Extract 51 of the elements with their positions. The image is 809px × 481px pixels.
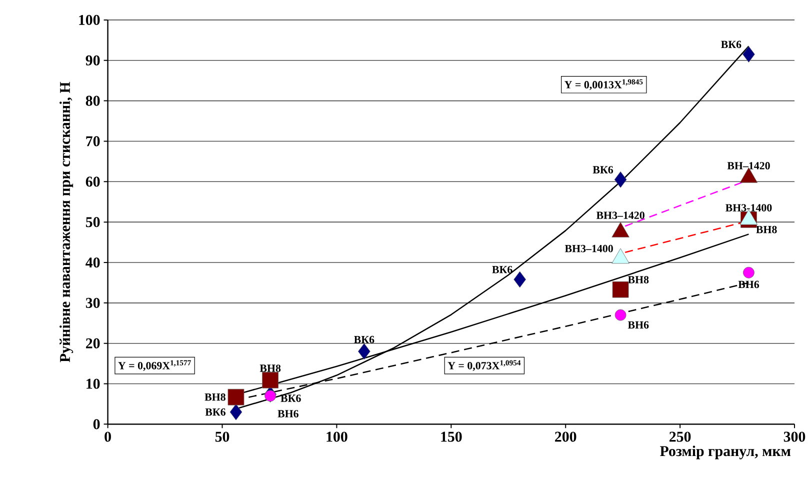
x-tick-label: 50: [215, 432, 230, 442]
y-tick-label: 10: [86, 378, 100, 389]
y-tick-label: 70: [86, 136, 100, 146]
annotation: ВН6: [628, 321, 649, 329]
x-tick-label: 200: [555, 432, 576, 442]
annotation: ВК6: [280, 394, 301, 402]
annotation: ВК6: [492, 266, 512, 274]
annotation: ВН8: [628, 276, 649, 284]
point: [743, 266, 754, 278]
annotation: ВН–1420: [727, 162, 770, 170]
x-tick-label: 300: [784, 432, 806, 442]
point: [614, 171, 627, 188]
annotation: ВН8: [260, 364, 281, 372]
x-tick-label: 0: [104, 432, 111, 442]
annotation: ВК6: [592, 166, 614, 174]
annotation: ВН3–1420: [596, 212, 644, 219]
annotation: ВК6: [205, 408, 226, 416]
y-tick-label: 80: [86, 96, 100, 106]
y-tick-label: 60: [86, 176, 100, 187]
x-axis-title: Розмір гранул, мкм: [660, 446, 791, 460]
annotation: ВН6: [278, 410, 298, 418]
y-tick-label: 90: [86, 55, 100, 66]
y-tick-label: 40: [86, 257, 100, 268]
x-tick-label: 150: [441, 432, 462, 442]
point: [514, 271, 526, 288]
point: [228, 388, 244, 406]
annotation: Y = 0,0013X$^{1,9845}$: [564, 79, 643, 90]
point: [742, 46, 755, 62]
y-tick-label: 20: [86, 338, 100, 348]
annotation: ВН3–1400: [564, 244, 613, 252]
annotation: ВН8: [204, 393, 226, 401]
point: [262, 372, 278, 388]
point: [264, 390, 276, 402]
annotation: ВК6: [354, 336, 374, 344]
annotation: Y = 0,073X$^{1,0954}$: [448, 360, 521, 371]
y-tick-label: 0: [93, 419, 100, 430]
point: [230, 404, 242, 420]
y-tick-label: 30: [86, 298, 100, 308]
annotation: ВН8: [756, 226, 777, 234]
annotation: ВН3-1400: [726, 204, 772, 212]
annotation: ВН6: [738, 280, 760, 288]
x-tick-label: 250: [669, 432, 691, 442]
y-tick-label: 50: [86, 217, 100, 228]
y-tick-label: 100: [79, 14, 100, 25]
x-tick-label: 100: [326, 432, 348, 442]
annotation: Y = 0,069X$^{1,1577}$: [118, 360, 191, 371]
point: [614, 309, 626, 321]
y-axis-title: Руйнівне навантаження при стисканні, Н: [60, 82, 74, 362]
point: [358, 343, 370, 360]
point: [612, 281, 629, 298]
annotation: ВК6: [721, 40, 742, 48]
